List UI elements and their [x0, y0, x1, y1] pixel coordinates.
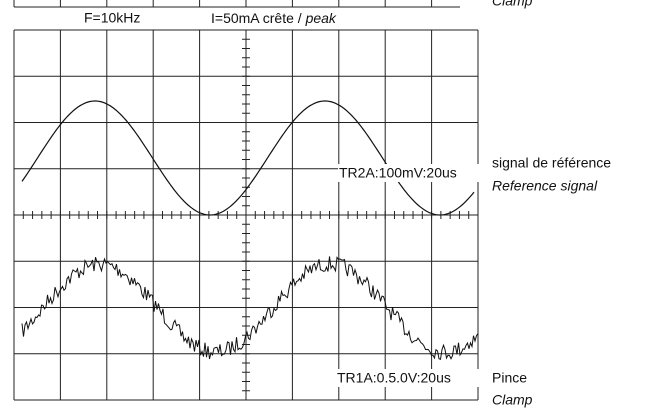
current-italic: peak: [305, 10, 337, 26]
setting-bg: [336, 369, 480, 387]
trace2-setting: TR2A:100mV:20us: [339, 165, 457, 181]
graticule: [13, 0, 479, 401]
trace2-label: signal de référence: [492, 155, 611, 171]
trace1-setting: TR1A:0.5.0V:20us: [337, 370, 451, 386]
clamp-trace: [21, 256, 479, 360]
setting-bg: [338, 164, 480, 182]
current-text: I=50mA crête /: [211, 10, 306, 26]
reference-trace: [21, 100, 475, 216]
top-label: Clamp: [492, 0, 533, 9]
trace1-label-italic: Clamp: [492, 392, 533, 408]
current: I=50mA crête / peak: [211, 10, 337, 26]
trace1-label: Pince: [492, 370, 527, 386]
trace2-label-italic: Reference signal: [492, 178, 598, 194]
frequency: F=10kHz: [84, 10, 140, 26]
